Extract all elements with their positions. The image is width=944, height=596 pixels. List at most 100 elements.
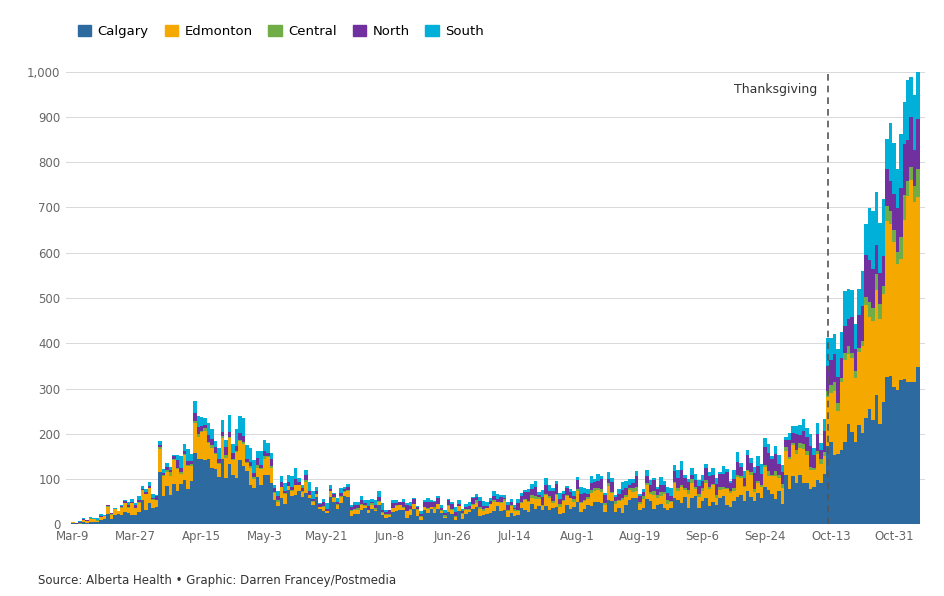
Bar (252, 488, 256, 524)
Bar (374, 508, 378, 510)
Bar (85, 521, 89, 523)
Bar (913, 201, 917, 383)
Bar (611, 478, 614, 482)
Bar (777, 475, 781, 478)
Bar (753, 467, 756, 473)
Bar (576, 502, 579, 524)
Bar (182, 451, 186, 454)
Bar (266, 443, 270, 454)
Bar (457, 504, 461, 505)
Bar (214, 447, 217, 453)
Bar (711, 468, 715, 475)
Bar (896, 169, 899, 209)
Bar (196, 417, 200, 427)
Bar (545, 505, 548, 524)
Bar (270, 465, 273, 468)
Bar (332, 498, 336, 502)
Bar (99, 520, 103, 524)
Bar (516, 499, 520, 504)
Bar (214, 454, 217, 468)
Bar (638, 502, 642, 504)
Bar (548, 498, 551, 510)
Bar (624, 497, 628, 505)
Bar (520, 502, 523, 508)
Bar (106, 507, 110, 514)
Bar (221, 432, 225, 436)
Bar (384, 510, 388, 512)
Bar (513, 511, 516, 516)
Bar (126, 502, 130, 505)
Bar (314, 493, 318, 495)
Bar (659, 477, 663, 485)
Bar (444, 516, 447, 517)
Bar (801, 419, 805, 432)
Bar (287, 486, 291, 490)
Bar (632, 492, 634, 498)
Bar (378, 497, 380, 501)
Bar (558, 507, 562, 514)
Bar (683, 488, 687, 491)
Bar (787, 457, 791, 459)
Bar (374, 500, 378, 505)
Bar (196, 459, 200, 524)
Bar (169, 495, 172, 524)
Bar (853, 442, 857, 524)
Bar (339, 492, 343, 496)
Bar (652, 495, 655, 508)
Bar (690, 498, 694, 524)
Bar (541, 489, 545, 496)
Bar (349, 516, 353, 524)
Bar (374, 510, 378, 511)
Bar (784, 474, 787, 524)
Bar (82, 519, 85, 520)
Bar (851, 432, 853, 524)
Bar (349, 510, 353, 511)
Bar (502, 501, 506, 510)
Bar (902, 144, 906, 195)
Bar (475, 502, 479, 507)
Bar (332, 494, 336, 498)
Bar (481, 511, 485, 516)
Bar (531, 489, 534, 495)
Bar (186, 489, 190, 524)
Bar (708, 487, 711, 489)
Bar (130, 504, 134, 515)
Bar (388, 514, 391, 515)
Bar (836, 411, 840, 454)
Bar (694, 488, 698, 489)
Bar (496, 499, 499, 502)
Bar (746, 470, 750, 471)
Bar (917, 119, 919, 169)
Bar (729, 493, 733, 507)
Bar (273, 492, 277, 493)
Bar (343, 492, 346, 496)
Bar (687, 479, 690, 482)
Bar (694, 489, 698, 495)
Bar (698, 497, 700, 508)
Bar (593, 492, 597, 502)
Bar (597, 482, 600, 488)
Bar (830, 442, 833, 524)
Bar (380, 510, 384, 513)
Bar (138, 502, 141, 503)
Bar (447, 499, 450, 500)
Bar (708, 476, 711, 487)
Bar (312, 499, 314, 501)
Bar (318, 509, 322, 524)
Bar (95, 520, 99, 521)
Bar (853, 349, 857, 371)
Bar (165, 471, 169, 486)
Bar (579, 486, 582, 495)
Bar (433, 509, 436, 513)
Bar (774, 446, 777, 454)
Bar (436, 510, 440, 524)
Bar (235, 446, 238, 451)
Legend: Calgary, Edmonton, Central, North, South: Calgary, Edmonton, Central, North, South (73, 19, 489, 44)
Bar (611, 493, 614, 501)
Bar (179, 456, 182, 468)
Bar (440, 504, 444, 508)
Bar (353, 509, 357, 510)
Bar (878, 305, 882, 319)
Bar (642, 499, 645, 508)
Bar (464, 510, 468, 514)
